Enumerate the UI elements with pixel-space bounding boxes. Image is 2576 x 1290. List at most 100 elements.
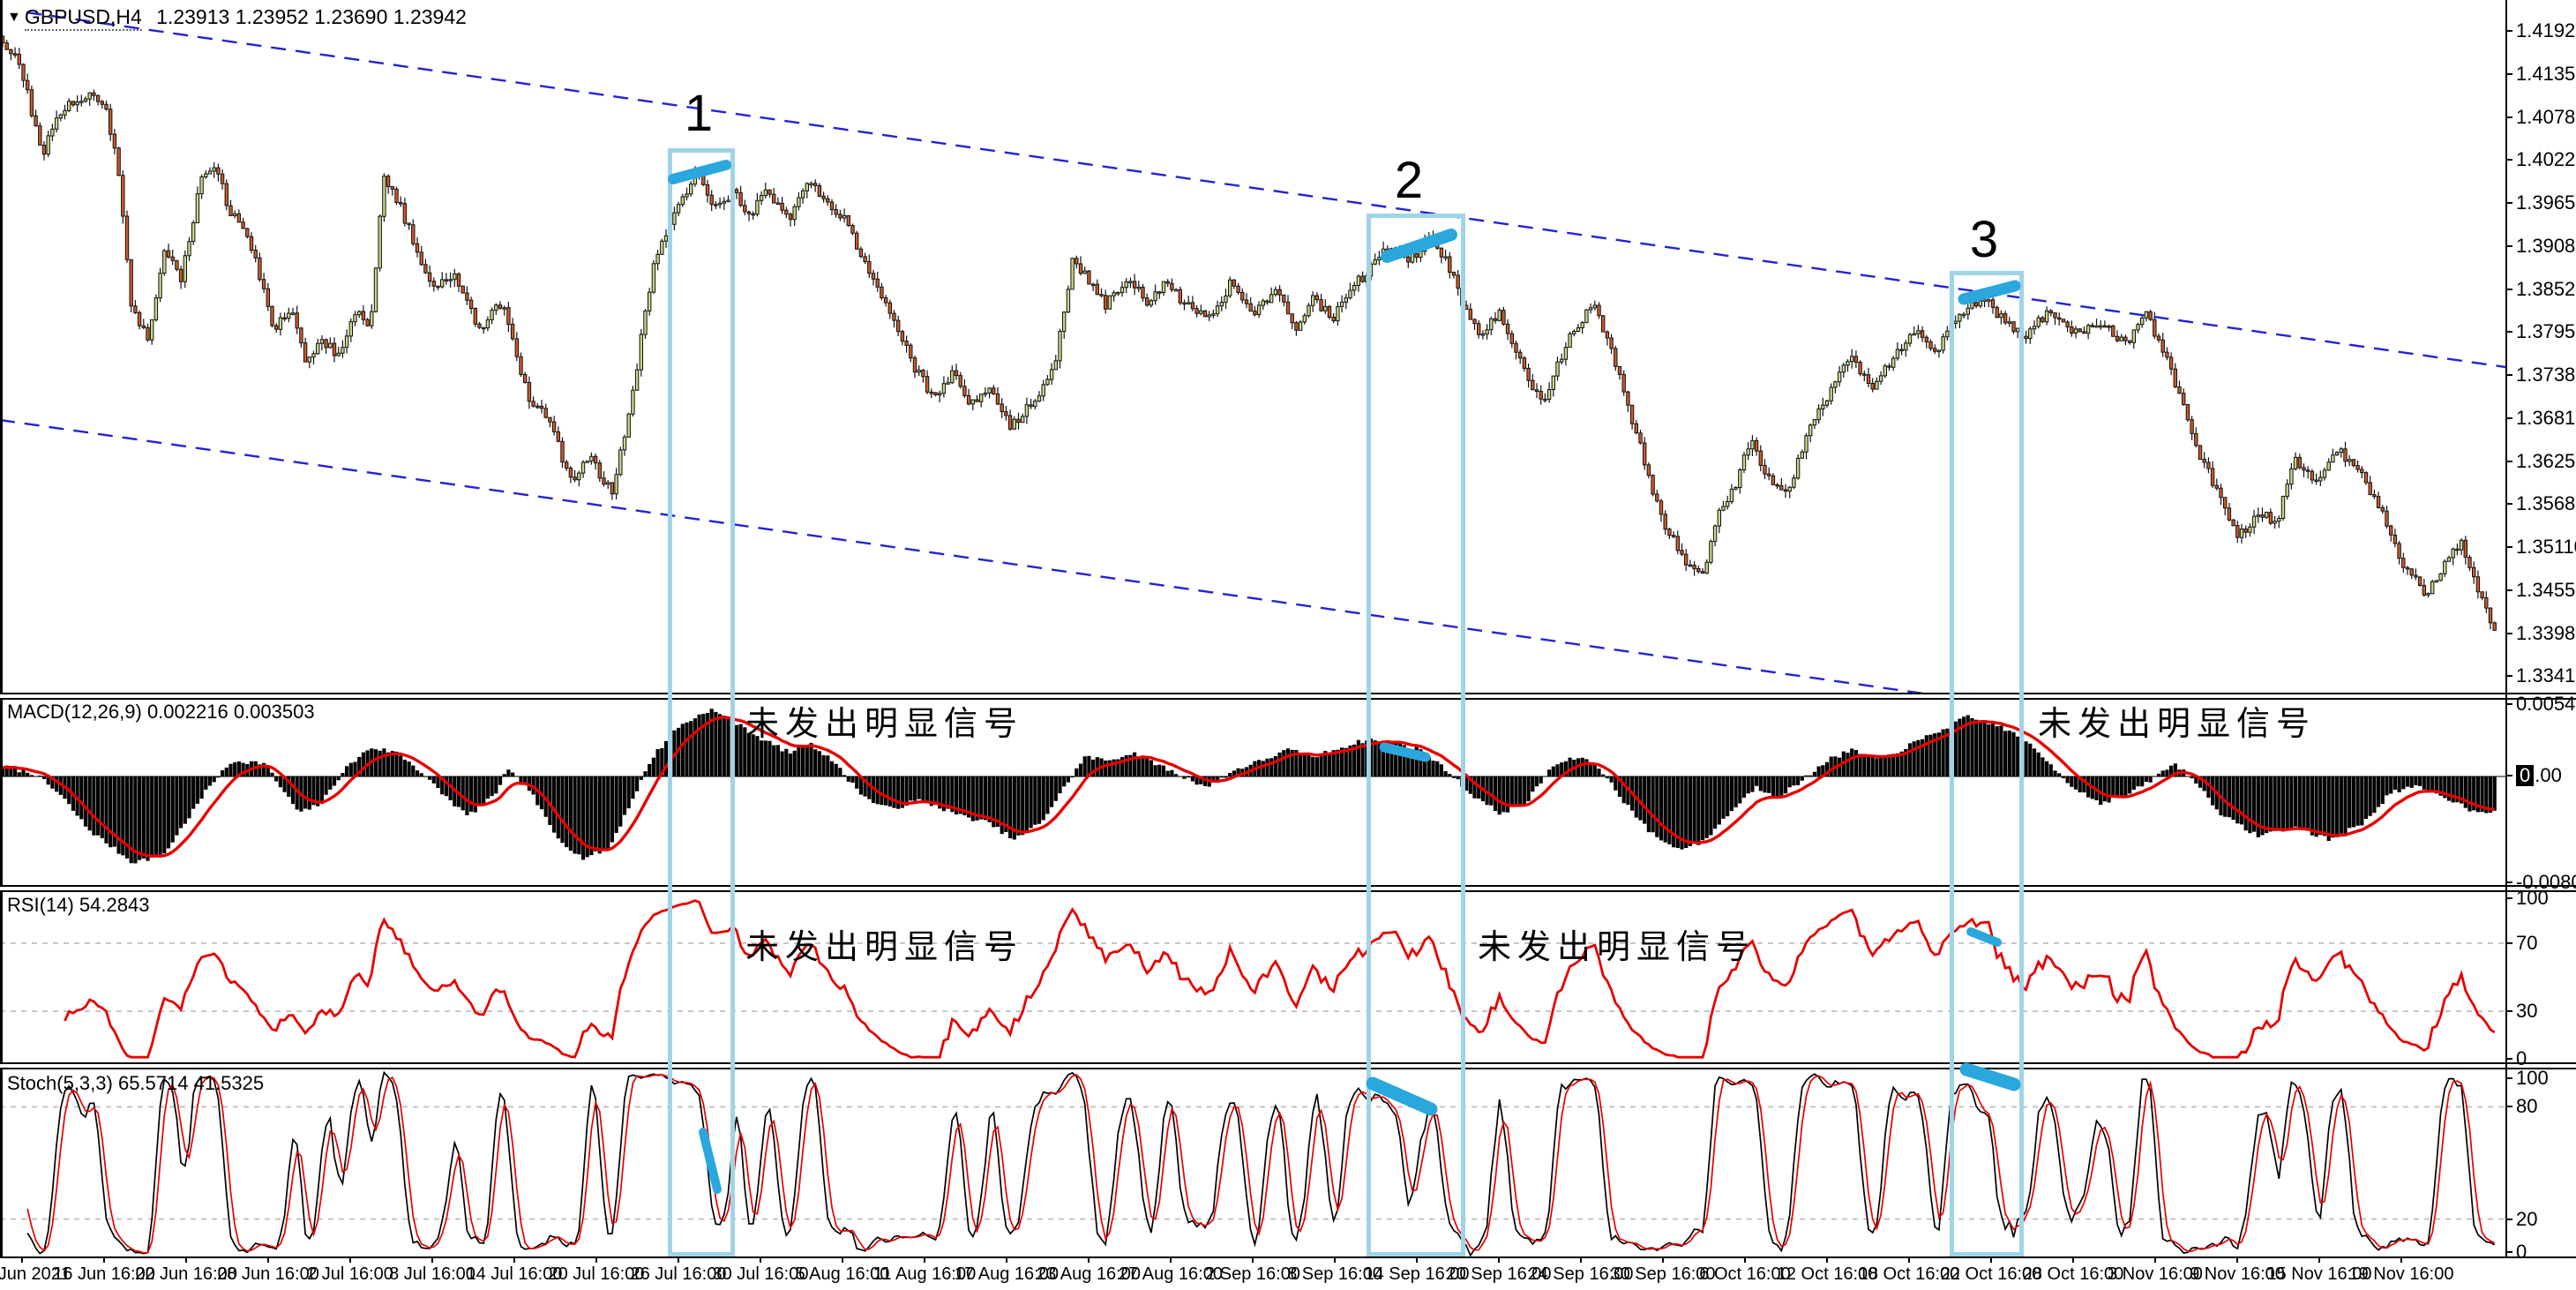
time-tick <box>2400 1256 2402 1263</box>
symbol-dropdown-icon[interactable]: ▼ <box>7 10 21 25</box>
time-label: 26 Jul 16:00 <box>630 1264 727 1284</box>
price-scale-label-tick <box>2505 632 2512 634</box>
time-label: 19 Nov 16:00 <box>2348 1264 2454 1284</box>
price-scale-label-tick <box>2505 589 2512 591</box>
time-scale-axis[interactable] <box>0 1256 2576 1258</box>
macd-label: MACD(12,26,9) 0.002216 0.003503 <box>7 701 315 723</box>
time-tick <box>103 1256 105 1263</box>
time-tick <box>2236 1256 2238 1263</box>
stoch-scale-label: 0 <box>2516 1241 2527 1263</box>
time-tick <box>924 1256 925 1263</box>
time-tick <box>1416 1256 1418 1263</box>
price-scale-label: 1.36250 <box>2516 449 2576 472</box>
time-tick <box>1908 1256 1910 1263</box>
time-label: 14 Jul 16:00 <box>466 1264 563 1284</box>
price-scale-label: 1.38520 <box>2516 277 2576 300</box>
macd-scale-label: 0.00 <box>2516 765 2562 786</box>
time-label: 23 Aug 16:00 <box>1037 1264 1141 1284</box>
chart-header: ▼ GBPUSD,H4 1.23913 1.23952 1.23690 1.239… <box>7 5 467 31</box>
time-label: 8 Sep 16:00 <box>1287 1264 1382 1284</box>
highlight-box-1[interactable] <box>668 148 735 1256</box>
stoch-scale-label: 80 <box>2516 1095 2538 1118</box>
highlight-box-3[interactable] <box>1950 271 2024 1256</box>
time-label: 28 Oct 16:00 <box>2022 1264 2124 1284</box>
time-tick <box>1990 1256 1992 1263</box>
channel-upper-trendline[interactable] <box>26 11 2505 369</box>
macd-scale-label-tick <box>2505 703 2512 705</box>
no-signal-note-macd-1: 未发出明显信号 <box>745 704 1024 743</box>
price-scale-label-tick <box>2505 244 2512 247</box>
rsi-scale-label-tick <box>2505 897 2512 899</box>
rsi-label: RSI(14) 54.2843 <box>7 894 150 916</box>
stoch-panel-canvas[interactable] <box>0 1069 2505 1256</box>
price-scale-label: 1.40220 <box>2516 148 2576 171</box>
price-scale-label-tick <box>2505 331 2512 334</box>
time-label: 8 Jul 16:00 <box>389 1264 476 1284</box>
time-tick <box>349 1256 351 1263</box>
time-tick <box>1252 1256 1254 1263</box>
time-tick <box>678 1256 679 1263</box>
macd-signal-line <box>2 716 2495 859</box>
price-scale-label-tick <box>2505 416 2512 419</box>
panel-separator-macd-rsi[interactable] <box>0 885 2576 892</box>
stoch-scale-label: 20 <box>2516 1207 2538 1230</box>
stoch-scale-label: 100 <box>2516 1067 2549 1089</box>
stoch-d-line <box>26 1074 2496 1254</box>
chart-left-border <box>0 0 3 1256</box>
price-scale-label-tick <box>2505 116 2512 118</box>
time-tick <box>1006 1256 1007 1263</box>
time-label: 24 Sep 16:00 <box>1528 1264 1634 1284</box>
time-label: 3 Nov 16:00 <box>2108 1264 2203 1284</box>
rsi-scale-label: 100 <box>2516 887 2549 909</box>
price-scale-label-tick <box>2505 460 2512 462</box>
price-scale-label: 1.33980 <box>2516 621 2576 644</box>
price-scale-label: 1.41920 <box>2516 19 2576 41</box>
rsi-panel-canvas[interactable] <box>0 892 2505 1062</box>
sequence-number-2[interactable]: 2 <box>1394 152 1424 209</box>
price-scale-label: 1.35680 <box>2516 492 2576 515</box>
time-tick <box>1744 1256 1746 1263</box>
price-chart-canvas[interactable] <box>0 0 2505 694</box>
time-tick <box>267 1256 269 1263</box>
rsi-scale-label-tick <box>2505 1010 2512 1013</box>
time-tick <box>1170 1256 1172 1263</box>
time-label: 17 Aug 16:00 <box>955 1264 1059 1284</box>
time-label: 10 Jun 2021 <box>0 1264 71 1284</box>
rsi-scale-label: 0 <box>2516 1047 2527 1069</box>
time-tick <box>21 1256 23 1263</box>
time-label: 12 Oct 16:00 <box>1776 1264 1878 1284</box>
no-signal-note-rsi-3: 未发出明显信号 <box>745 927 1024 966</box>
time-tick <box>2072 1256 2074 1263</box>
price-scale-label: 1.40780 <box>2516 105 2576 128</box>
sequence-number-3[interactable]: 3 <box>1969 211 1999 268</box>
time-label: 15 Nov 16:00 <box>2266 1264 2372 1284</box>
price-scale-label-tick <box>2505 675 2512 678</box>
time-tick <box>842 1256 843 1263</box>
price-scale-axis[interactable] <box>2505 0 2507 1258</box>
rsi-scale-label-tick <box>2505 1058 2512 1060</box>
time-tick <box>760 1256 761 1263</box>
price-scale-label: 1.39080 <box>2516 234 2576 257</box>
price-scale-label-tick <box>2505 288 2512 290</box>
highlight-box-2[interactable] <box>1367 214 1465 1256</box>
stoch-scale-label-tick <box>2505 1218 2512 1220</box>
time-tick <box>1580 1256 1582 1263</box>
time-label: 14 Sep 16:00 <box>1364 1264 1470 1284</box>
bear-candles <box>0 35 2497 631</box>
rsi-scale-label: 30 <box>2516 1000 2538 1023</box>
price-scale-label: 1.36810 <box>2516 406 2576 429</box>
time-label: 2 Jul 16:00 <box>307 1264 393 1284</box>
time-label: 5 Aug 16:00 <box>795 1264 890 1284</box>
macd-scale-label-tick <box>2505 881 2512 883</box>
panel-separator-rsi-stoch[interactable] <box>0 1062 2576 1069</box>
time-tick <box>1662 1256 1664 1263</box>
channel-lower-trendline[interactable] <box>0 418 1930 694</box>
ohlc-values: 1.23913 1.23952 1.23690 1.23942 <box>156 5 467 28</box>
sequence-number-1[interactable]: 1 <box>684 85 714 142</box>
time-tick <box>1826 1256 1828 1263</box>
rsi-scale-label-tick <box>2505 941 2512 944</box>
panel-separator-price-macd[interactable] <box>0 693 2576 700</box>
price-scale-label: 1.35110 <box>2516 536 2576 558</box>
